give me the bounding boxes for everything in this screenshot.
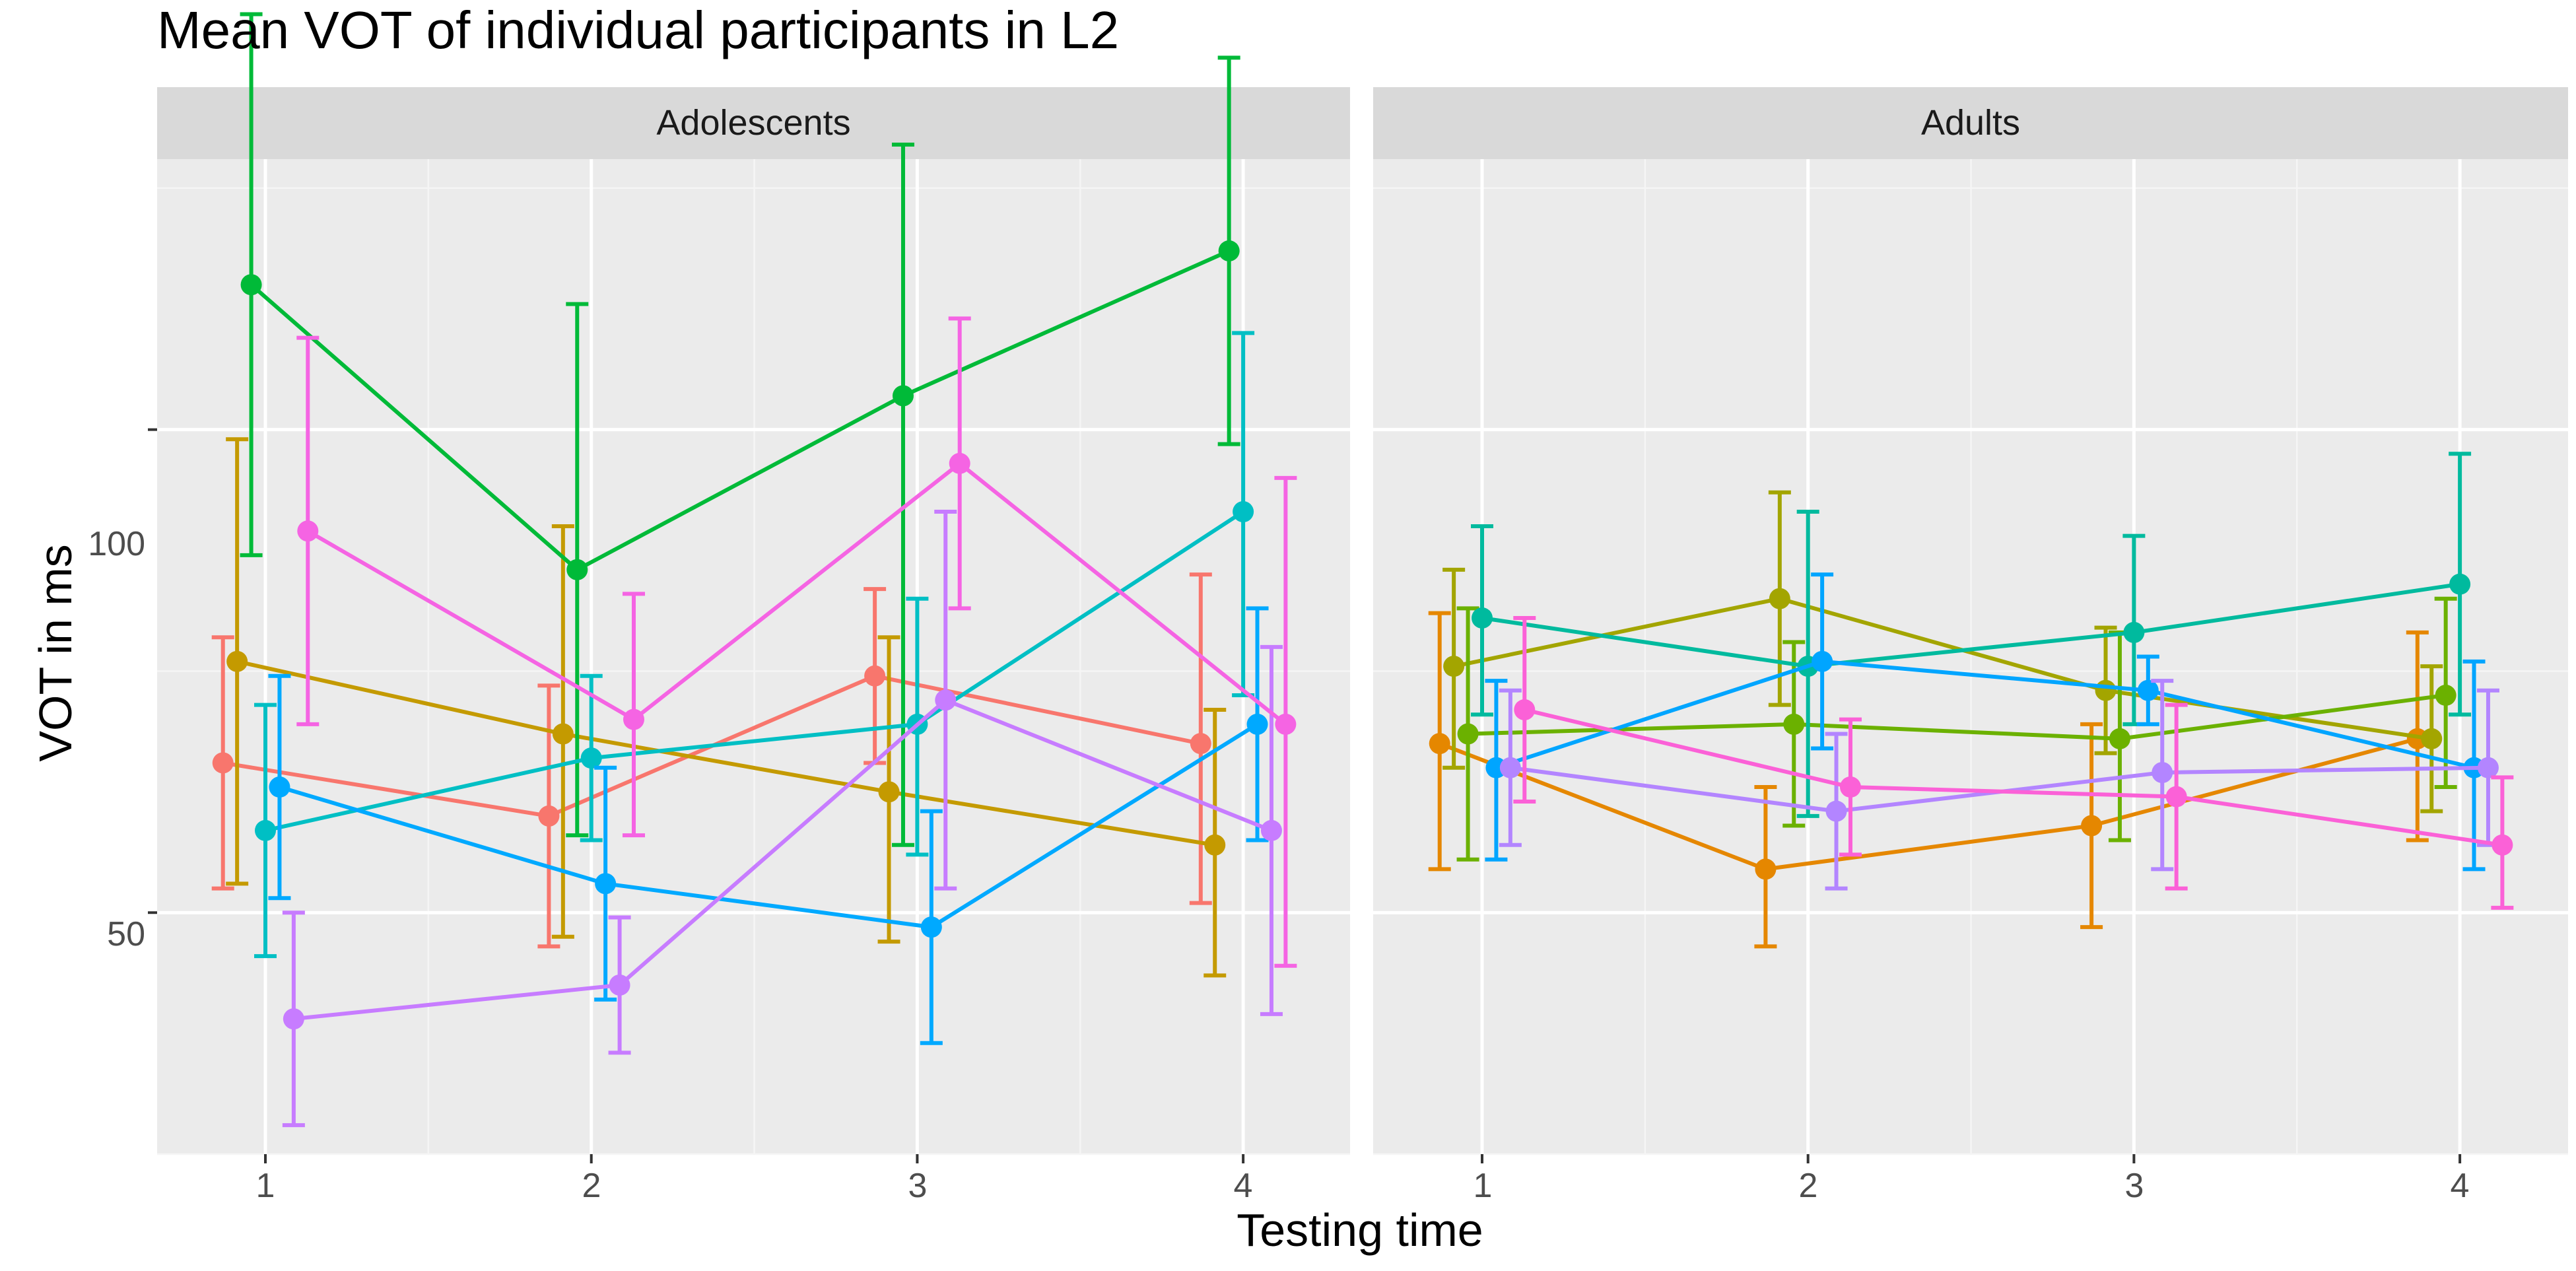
data-point <box>240 274 262 296</box>
data-point <box>1472 607 1493 629</box>
data-point <box>2421 728 2443 749</box>
data-point <box>283 1008 304 1030</box>
data-point <box>226 650 248 672</box>
data-point <box>1499 757 1521 778</box>
y-tick-label: 50 <box>107 915 145 953</box>
data-point <box>212 752 234 774</box>
data-point <box>1769 588 1790 609</box>
data-point <box>1275 713 1297 735</box>
facet-strip <box>1373 87 2568 159</box>
data-point <box>2123 621 2145 643</box>
x-tick-label: 1 <box>255 1167 275 1205</box>
data-point <box>1783 713 1805 735</box>
data-point <box>1825 800 1847 822</box>
x-tick-label: 2 <box>1798 1167 1818 1205</box>
data-point <box>1190 733 1211 755</box>
series-line <box>1439 736 2418 872</box>
x-tick-label: 1 <box>1473 1167 1493 1205</box>
data-point <box>1260 819 1282 841</box>
series-line <box>236 659 1215 847</box>
series-line <box>250 249 1230 572</box>
series-line <box>293 698 1273 1021</box>
data-point <box>1218 240 1240 261</box>
data-point <box>269 776 290 798</box>
data-point <box>864 665 886 687</box>
data-point <box>1429 733 1450 755</box>
data-point <box>1246 713 1268 735</box>
data-point <box>935 689 957 711</box>
data-point <box>623 708 644 730</box>
data-point <box>2137 679 2159 701</box>
data-point <box>2109 728 2130 749</box>
data-point <box>2477 757 2499 778</box>
data-point <box>878 781 900 803</box>
series-line <box>1495 659 2475 770</box>
data-point <box>2152 762 2173 784</box>
data-point <box>609 974 630 996</box>
data-point <box>595 873 617 895</box>
data-point <box>1755 858 1777 880</box>
series-line <box>265 510 1244 833</box>
data-point <box>552 723 574 745</box>
data-point <box>892 385 914 407</box>
data-point <box>566 559 588 580</box>
data-point <box>2095 679 2117 701</box>
facet-strip-label-adolescents: Adolescents <box>656 103 851 143</box>
data-point <box>1443 656 1465 677</box>
x-tick-label: 3 <box>2124 1167 2144 1205</box>
data-point <box>2165 786 2187 807</box>
facet-strip-label-adults: Adults <box>1920 103 2021 143</box>
data-point <box>2449 573 2471 595</box>
x-tick-label: 2 <box>582 1167 601 1205</box>
x-tick-label: 4 <box>1233 1167 1253 1205</box>
series-line <box>279 722 1259 930</box>
data-point <box>580 747 602 769</box>
series-line <box>1468 693 2447 741</box>
data-point <box>920 916 942 938</box>
data-point <box>255 819 276 841</box>
chart-title: Mean VOT of individual participants in L… <box>157 1 1120 59</box>
x-axis-label: Testing time <box>1237 1204 1483 1256</box>
data-point <box>1233 501 1254 523</box>
data-point <box>538 805 560 827</box>
data-point <box>1457 723 1479 745</box>
x-tick-label: 3 <box>908 1167 928 1205</box>
series-line <box>1481 582 2460 669</box>
data-point <box>2081 815 2103 837</box>
x-tick-label: 4 <box>2450 1167 2470 1205</box>
data-point <box>2491 834 2513 856</box>
series-line <box>306 461 1287 726</box>
facet-strip <box>157 87 1350 159</box>
y-axis-label: VOT in ms <box>30 544 81 762</box>
data-point <box>2435 685 2457 706</box>
data-point <box>1812 650 1833 672</box>
data-point <box>297 520 319 542</box>
data-point <box>1204 834 1226 856</box>
data-point <box>1514 699 1536 720</box>
data-point <box>949 452 970 474</box>
y-tick-label: 100 <box>88 525 145 563</box>
data-point <box>1839 776 1861 798</box>
series-line <box>1453 596 2432 741</box>
series-line <box>1524 708 2503 847</box>
